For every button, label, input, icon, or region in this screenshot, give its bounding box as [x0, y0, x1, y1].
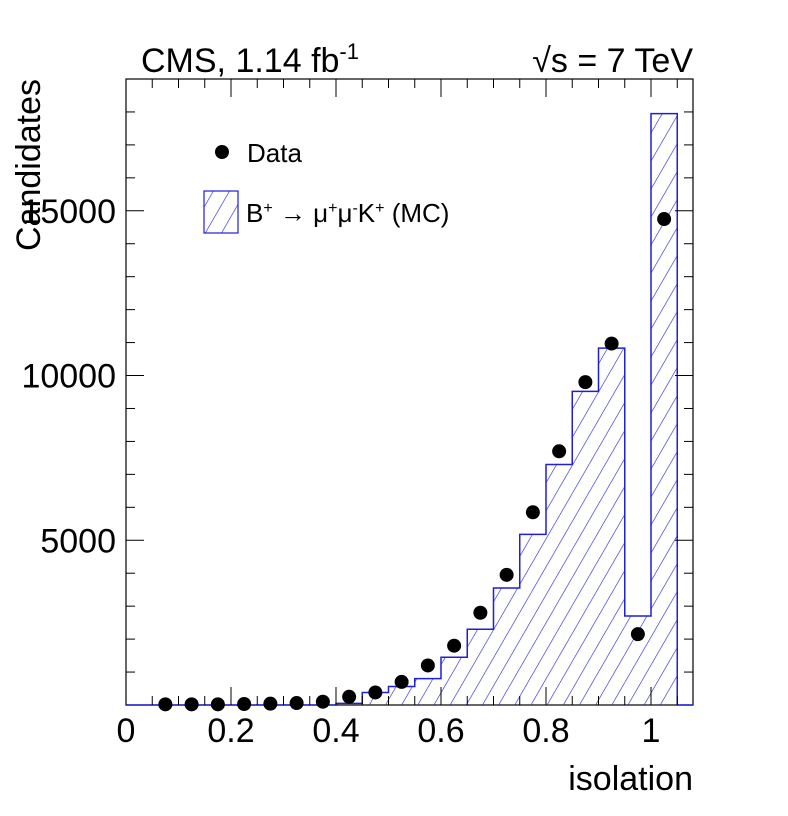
- x-tick-label: 0.6: [417, 712, 464, 750]
- energy-label: √s = 7 TeV: [532, 42, 693, 80]
- mc-bin: [414, 678, 441, 705]
- data-point: [237, 697, 252, 712]
- mc-bin: [467, 629, 494, 705]
- mc-bin: [651, 113, 678, 706]
- experiment-label: CMS, 1.14 fb-1: [141, 39, 359, 80]
- data-point: [499, 567, 514, 582]
- y-axis-title: Candidates: [10, 79, 48, 251]
- data-point: [315, 694, 330, 709]
- mc-bin: [598, 348, 625, 705]
- legend-data-marker: [215, 145, 229, 159]
- legend-mc-label-part: B: [246, 198, 263, 228]
- x-axis-title: isolation: [568, 760, 693, 798]
- data-point: [604, 336, 619, 351]
- x-tick-label: 0.8: [522, 712, 569, 750]
- legend-mc-label-part: -: [352, 200, 357, 217]
- mc-bin: [388, 686, 415, 705]
- data-point: [184, 697, 199, 712]
- mc-bin: [519, 534, 546, 705]
- y-tick-label: 15000: [21, 193, 116, 231]
- data-point: [630, 627, 645, 642]
- mc-bin: [572, 391, 599, 705]
- x-tick-label: 1: [642, 712, 661, 750]
- mc-histogram: [126, 112, 693, 706]
- legend-mc-label-part: +: [263, 200, 272, 217]
- legend-mc-label: B+ → μ+μ-K+ (MC): [246, 198, 449, 228]
- legend-data-label: Data: [247, 138, 302, 168]
- legend-mc-label-part: K: [358, 198, 376, 228]
- data-point: [342, 689, 357, 704]
- data-point: [420, 658, 435, 673]
- data-points: [158, 212, 672, 712]
- mc-bin: [336, 703, 363, 705]
- data-point: [473, 605, 488, 620]
- data-point: [289, 696, 304, 711]
- data-point: [525, 505, 540, 520]
- data-point: [552, 444, 567, 459]
- data-point: [578, 375, 593, 390]
- data-point: [447, 638, 462, 653]
- legend-mc-label-part: +: [375, 200, 384, 217]
- legend-mc-label-part: → μ: [273, 198, 328, 228]
- legend-mc-label-part: μ: [337, 198, 352, 228]
- data-point: [210, 697, 225, 712]
- y-tick-label: 10000: [21, 358, 116, 396]
- data-point: [394, 674, 409, 689]
- mc-bin: [546, 464, 573, 705]
- x-tick-label: 0.4: [312, 712, 359, 750]
- x-tick-label: 0: [117, 712, 136, 750]
- legend-mc-label-part: (MC): [384, 198, 449, 228]
- legend: Data B+ → μ+μ-K+ (MC): [203, 138, 449, 234]
- mc-bin: [493, 588, 520, 705]
- data-point: [158, 697, 173, 712]
- data-point: [263, 696, 278, 711]
- x-tick-label: 0.2: [207, 712, 254, 750]
- lumi-exponent: -1: [339, 39, 359, 64]
- y-tick-label: 5000: [40, 522, 116, 560]
- legend-mc-swatch: [203, 190, 239, 234]
- sqrt-symbol: √: [532, 42, 551, 80]
- axis-ticks: [125, 79, 693, 705]
- legend-mc-label-part: +: [328, 200, 337, 217]
- data-point: [368, 685, 383, 700]
- data-point: [657, 212, 672, 227]
- mc-bin: [441, 657, 468, 705]
